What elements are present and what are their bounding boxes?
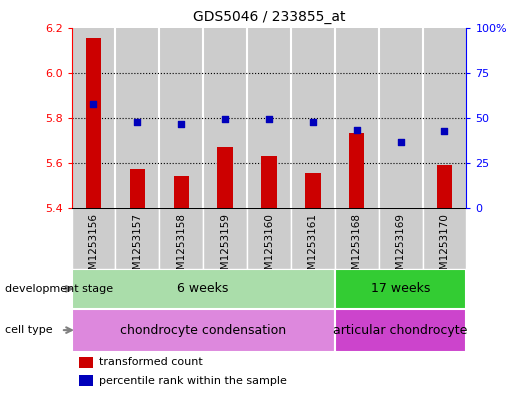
Text: 6 weeks: 6 weeks: [178, 282, 229, 296]
Text: percentile rank within the sample: percentile rank within the sample: [99, 376, 287, 386]
Bar: [116, 28, 160, 208]
Bar: [203, 28, 247, 208]
Bar: [422, 208, 466, 269]
Bar: [261, 156, 277, 208]
Bar: [247, 28, 291, 208]
Text: transformed count: transformed count: [99, 358, 203, 367]
Bar: [335, 28, 378, 208]
Bar: [80, 375, 93, 386]
Text: GSM1253169: GSM1253169: [395, 213, 405, 283]
Text: GSM1253161: GSM1253161: [308, 213, 318, 283]
Bar: [305, 173, 321, 208]
Bar: [291, 208, 335, 269]
Text: articular chondrocyte: articular chondrocyte: [333, 323, 468, 337]
Point: [396, 139, 405, 145]
Text: GSM1253160: GSM1253160: [264, 213, 274, 283]
Point: [221, 116, 229, 122]
Bar: [378, 208, 422, 269]
Bar: [335, 208, 378, 269]
Bar: [247, 208, 291, 269]
Text: GSM1253159: GSM1253159: [220, 213, 230, 283]
Bar: [80, 357, 93, 368]
Text: cell type: cell type: [5, 325, 53, 335]
Bar: [72, 208, 116, 269]
Point: [89, 101, 98, 107]
Bar: [335, 269, 466, 309]
Point: [177, 121, 186, 127]
Bar: [291, 28, 335, 208]
Bar: [160, 208, 203, 269]
Text: GSM1253168: GSM1253168: [352, 213, 361, 283]
Bar: [422, 28, 466, 208]
Bar: [378, 28, 422, 208]
Text: GSM1253156: GSM1253156: [89, 213, 99, 283]
Bar: [116, 208, 160, 269]
Title: GDS5046 / 233855_at: GDS5046 / 233855_at: [193, 10, 345, 24]
Bar: [72, 309, 335, 352]
Bar: [86, 38, 101, 208]
Text: GSM1253157: GSM1253157: [132, 213, 143, 283]
Bar: [160, 28, 203, 208]
Text: GSM1253158: GSM1253158: [176, 213, 186, 283]
Bar: [203, 208, 247, 269]
Point: [440, 128, 449, 134]
Point: [264, 116, 273, 122]
Bar: [72, 28, 116, 208]
Text: development stage: development stage: [5, 284, 113, 294]
Bar: [437, 165, 452, 208]
Bar: [173, 176, 189, 208]
Bar: [130, 169, 145, 208]
Point: [133, 119, 142, 125]
Point: [352, 127, 361, 133]
Text: GSM1253170: GSM1253170: [439, 213, 449, 283]
Bar: [335, 309, 466, 352]
Point: [308, 119, 317, 125]
Bar: [217, 147, 233, 208]
Bar: [349, 132, 365, 208]
Text: chondrocyte condensation: chondrocyte condensation: [120, 323, 286, 337]
Text: 17 weeks: 17 weeks: [371, 282, 430, 296]
Bar: [72, 269, 335, 309]
